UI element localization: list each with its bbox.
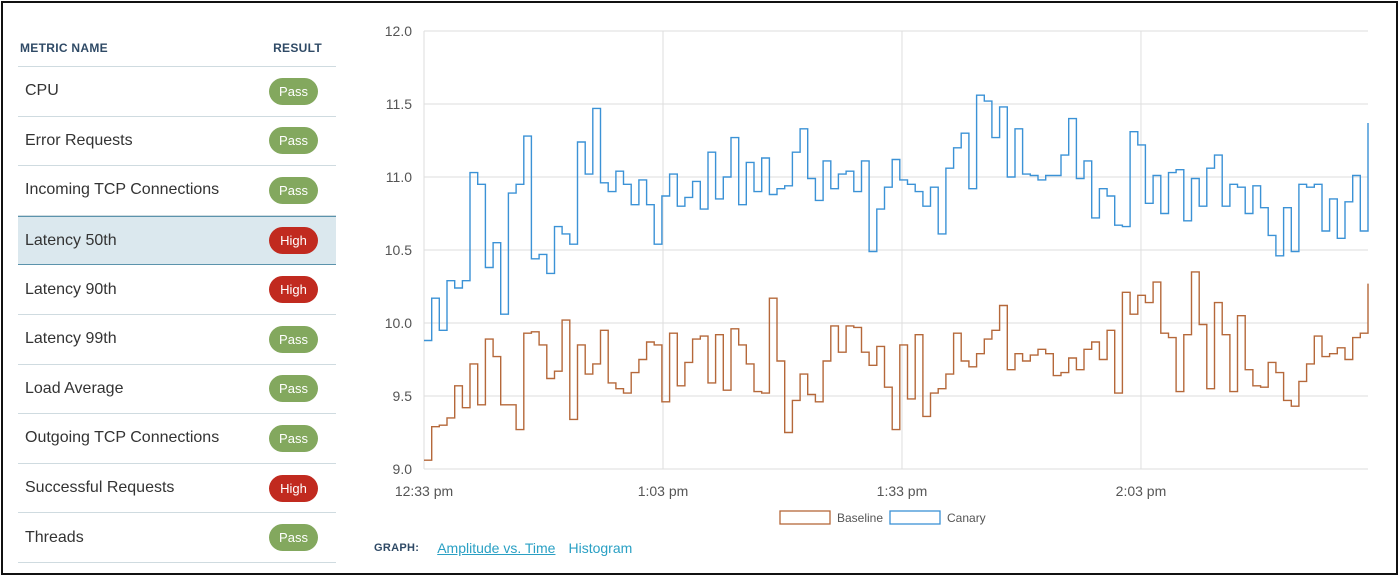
metric-name: Latency 90th	[25, 280, 117, 298]
x-tick-label: 12:33 pm	[395, 483, 453, 499]
histogram-link[interactable]: Histogram	[568, 540, 633, 556]
metric-name-header: METRIC NAME	[20, 41, 108, 55]
x-tick-label: 1:33 pm	[877, 483, 928, 499]
result-badge: High	[269, 474, 318, 502]
result-header: RESULT	[273, 41, 322, 55]
metric-name: Incoming TCP Connections	[25, 181, 220, 199]
x-tick-label: 2:03 pm	[1116, 483, 1167, 499]
metric-row[interactable]: Latency 90th High	[18, 265, 336, 315]
metric-name: Latency 50th	[25, 231, 117, 249]
metric-name: CPU	[25, 82, 59, 100]
result-badge: Pass	[269, 524, 318, 552]
metric-name: Latency 99th	[25, 330, 117, 348]
x-tick-label: 1:03 pm	[638, 483, 689, 499]
result-badge: Pass	[269, 424, 318, 452]
y-tick-label: 9.5	[393, 388, 413, 404]
metric-row[interactable]: Error Requests Pass	[18, 117, 336, 167]
result-badge: Pass	[269, 127, 318, 155]
legend-swatch	[779, 510, 831, 525]
y-tick-label: 10.0	[385, 315, 412, 331]
series-line-canary	[424, 94, 1369, 342]
metric-row[interactable]: Latency 50th High	[18, 215, 336, 266]
metrics-table: METRIC NAME RESULT CPU Pass Error Requests…	[18, 30, 336, 563]
metric-name: Outgoing TCP Connections	[25, 429, 220, 447]
y-tick-label: 11.5	[386, 96, 412, 112]
y-tick-label: 12.0	[385, 23, 412, 39]
graph-selector: GRAPH: Amplitude vs. Time Histogram	[374, 540, 645, 556]
metric-row[interactable]: Incoming TCP Connections Pass	[18, 166, 336, 216]
metric-name: Threads	[25, 528, 84, 546]
metric-row[interactable]: Latency 99th Pass	[18, 315, 336, 365]
graph-label: GRAPH:	[374, 542, 420, 554]
metric-row[interactable]: Threads Pass	[18, 513, 336, 563]
metric-row[interactable]: Successful Requests High	[18, 464, 336, 514]
result-badge: High	[269, 276, 318, 304]
result-badge: Pass	[269, 325, 318, 353]
table-header: METRIC NAME RESULT	[18, 30, 336, 67]
metric-row[interactable]: Outgoing TCP Connections Pass	[18, 414, 336, 464]
legend-label: Baseline	[837, 511, 883, 525]
result-badge: Pass	[269, 176, 318, 204]
metric-name: Load Average	[25, 379, 124, 397]
result-badge: Pass	[269, 375, 318, 403]
legend-swatch	[889, 510, 941, 525]
amplitude-chart: 9.0 9.5 10.0 10.5 11.0 11.5 12.0 12:33 pm 1:03 p…	[385, 23, 1369, 525]
y-tick-label: 11.0	[386, 169, 412, 185]
amplitude-vs-time-link[interactable]: Amplitude vs. Time	[437, 540, 556, 556]
y-tick-label: 10.5	[385, 242, 412, 258]
legend-label: Canary	[947, 511, 986, 525]
metric-row[interactable]: CPU Pass	[18, 67, 336, 117]
result-badge: Pass	[269, 77, 318, 105]
y-tick-label: 9.0	[393, 461, 413, 477]
metric-name: Successful Requests	[25, 479, 175, 497]
metric-row[interactable]: Load Average Pass	[18, 365, 336, 415]
series-line-baseline	[424, 271, 1369, 461]
metric-name: Error Requests	[25, 131, 133, 149]
result-badge: High	[269, 227, 318, 255]
